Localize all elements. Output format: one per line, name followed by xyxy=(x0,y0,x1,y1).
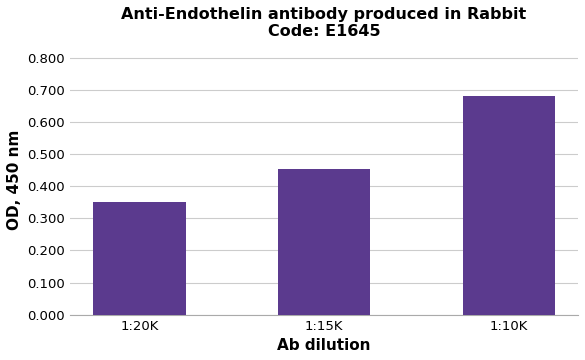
Y-axis label: OD, 450 nm: OD, 450 nm xyxy=(7,130,22,230)
Bar xyxy=(278,169,370,315)
Title: Anti-Endothelin antibody produced in Rabbit
Code: E1645: Anti-Endothelin antibody produced in Rab… xyxy=(122,7,526,39)
X-axis label: Ab dilution: Ab dilution xyxy=(277,338,371,353)
Bar xyxy=(93,202,185,315)
Bar xyxy=(463,96,555,315)
